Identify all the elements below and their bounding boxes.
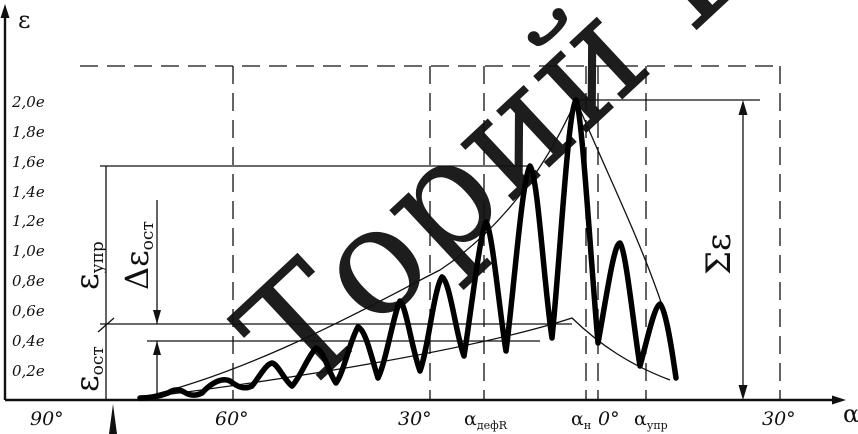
delta-eps-ost-label: Δεост — [118, 221, 158, 290]
x-axis-arrow — [832, 395, 846, 405]
y-tick-label: 1,2e — [12, 212, 45, 230]
y-tick-label: 1,0e — [12, 242, 45, 260]
sum-eps-arrow-top — [738, 100, 748, 115]
y-tick-label: 0,4e — [12, 332, 45, 350]
alpha-def-label: αдефR — [464, 408, 508, 432]
delta-arrow-bottom-head — [153, 341, 161, 355]
origin-marker-arrow — [109, 404, 117, 434]
sum-eps-arrow-bottom — [738, 385, 748, 400]
x-tick-label: 60° — [215, 408, 249, 430]
tick-mark — [97, 317, 115, 333]
x-tick-label: 90° — [30, 408, 64, 430]
x-tick-label: 30° — [762, 408, 796, 430]
eps-ost-label: εост — [68, 346, 108, 392]
x-tick-labels: 90° 60° 30° 0° 30° — [30, 408, 796, 430]
y-axis-arrow — [0, 4, 10, 18]
alpha-n-label: αн — [571, 408, 591, 432]
y-tick-label: 1,4e — [12, 183, 45, 201]
y-tick-label: 0,2e — [12, 362, 45, 380]
y-tick-label: 1,8e — [12, 123, 45, 141]
y-tick-label: 1,6e — [12, 153, 45, 171]
upper-envelope — [139, 98, 663, 399]
y-tick-label: 2,0e — [11, 93, 45, 111]
strain-oscillation-curve — [137, 97, 679, 401]
y-axis-label: ε — [18, 6, 30, 34]
eps-upr-label: εупр — [68, 241, 108, 290]
y-tick-labels: 2,0e 1,8e 1,6e 1,4e 1,2e 1,0e 0,8e 0,6e … — [11, 93, 45, 380]
x-tick-label: 0° — [598, 408, 620, 430]
y-tick-label: 0,8e — [12, 272, 45, 290]
sum-eps-label: Σε — [699, 233, 739, 275]
delta-arrow-top-head — [153, 310, 161, 324]
x-axis-label: α — [843, 400, 858, 428]
x-tick-label: 30° — [398, 408, 432, 430]
y-tick-label: 0,6e — [12, 302, 45, 320]
alpha-markers: αдефR αн αупр — [464, 408, 668, 432]
alpha-upr-label: αупр — [634, 408, 668, 432]
